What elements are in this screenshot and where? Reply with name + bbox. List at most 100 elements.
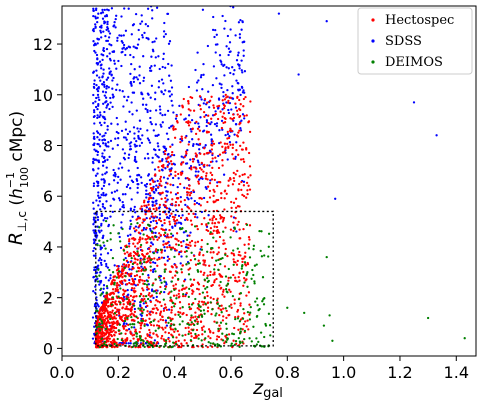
sdss-point bbox=[113, 59, 116, 62]
sdss-point bbox=[168, 126, 171, 130]
deimos-point bbox=[125, 297, 129, 301]
hectospec-point bbox=[177, 253, 181, 256]
hectospec-point bbox=[174, 174, 177, 177]
y-axis-label: R⊥,c (h−1100 cMpc) bbox=[4, 111, 31, 245]
sdss-point bbox=[146, 110, 149, 114]
sdss-point bbox=[134, 225, 138, 228]
sdss-point bbox=[179, 195, 182, 199]
hectospec-point bbox=[127, 296, 130, 299]
hectospec-point bbox=[160, 164, 164, 168]
deimos-point bbox=[219, 262, 222, 266]
deimos-point bbox=[203, 330, 207, 333]
hectospec-point bbox=[244, 320, 247, 323]
hectospec-point bbox=[150, 294, 154, 297]
hectospec-point bbox=[106, 345, 109, 349]
hectospec-point bbox=[177, 239, 180, 243]
hectospec-point bbox=[131, 318, 134, 322]
hectospec-point bbox=[166, 165, 169, 168]
sdss-point bbox=[94, 105, 98, 109]
deimos-point bbox=[215, 312, 218, 315]
hectospec-point bbox=[103, 300, 106, 303]
sdss-point bbox=[126, 132, 130, 136]
hectospec-point bbox=[206, 294, 209, 298]
deimos-point bbox=[229, 344, 233, 347]
sdss-point bbox=[92, 137, 96, 140]
sdss-point bbox=[180, 139, 184, 142]
sdss-point bbox=[105, 193, 108, 196]
hectospec-point bbox=[104, 317, 108, 320]
hectospec-point bbox=[224, 247, 227, 251]
hectospec-point bbox=[195, 167, 198, 170]
hectospec-point bbox=[168, 223, 172, 226]
sdss-point bbox=[155, 295, 158, 299]
hectospec-point bbox=[196, 127, 200, 130]
hectospec-point bbox=[190, 239, 194, 243]
deimos-point bbox=[226, 282, 230, 285]
hectospec-point bbox=[110, 345, 114, 349]
hectospec-point bbox=[154, 250, 157, 253]
hectospec-point bbox=[245, 325, 248, 328]
hectospec-point bbox=[148, 328, 151, 332]
hectospec-point bbox=[133, 333, 136, 336]
sdss-point bbox=[157, 145, 160, 148]
hectospec-point bbox=[193, 203, 196, 206]
deimos-point bbox=[115, 276, 118, 279]
sdss-point bbox=[93, 79, 96, 82]
hectospec-point bbox=[206, 274, 209, 277]
selection-box bbox=[95, 210, 274, 347]
sdss-point bbox=[202, 62, 205, 66]
sdss-point bbox=[106, 286, 109, 290]
deimos-point bbox=[174, 342, 178, 346]
sdss-point bbox=[105, 100, 108, 103]
deimos-point bbox=[154, 278, 157, 281]
hectospec-point bbox=[107, 315, 110, 318]
deimos-point bbox=[142, 308, 145, 311]
sdss-point bbox=[200, 73, 203, 77]
hectospec-point bbox=[180, 288, 184, 291]
hectospec-point bbox=[211, 166, 214, 170]
sdss-point bbox=[116, 181, 119, 184]
sdss-point bbox=[118, 199, 122, 202]
hectospec-point bbox=[149, 261, 152, 264]
hectospec-point bbox=[187, 143, 190, 146]
sdss-point bbox=[112, 25, 115, 28]
hectospec-point bbox=[170, 308, 173, 312]
sdss-point bbox=[133, 157, 137, 161]
sdss-point bbox=[103, 94, 106, 97]
sdss-point bbox=[151, 270, 155, 274]
sdss-point bbox=[121, 213, 124, 216]
hectospec-point bbox=[210, 312, 213, 316]
hectospec-point bbox=[163, 149, 167, 153]
hectospec-point bbox=[114, 289, 117, 293]
hectospec-point bbox=[234, 276, 237, 279]
sdss-point bbox=[239, 18, 242, 22]
hectospec-point bbox=[122, 263, 126, 266]
hectospec-point bbox=[184, 136, 187, 139]
hectospec-point bbox=[116, 273, 120, 276]
hectospec-point bbox=[99, 335, 103, 339]
deimos-point bbox=[111, 296, 115, 299]
hectospec-point bbox=[194, 336, 198, 339]
deimos-point bbox=[103, 340, 107, 343]
hectospec-point bbox=[198, 104, 202, 107]
hectospec-point bbox=[148, 317, 151, 320]
legend-frame bbox=[357, 7, 473, 75]
deimos-point bbox=[117, 270, 121, 273]
deimos-point bbox=[135, 332, 138, 335]
hectospec-point bbox=[247, 243, 250, 246]
deimos-point bbox=[148, 255, 151, 258]
hectospec-point bbox=[236, 96, 239, 100]
hectospec-point bbox=[159, 285, 162, 289]
deimos-point bbox=[162, 298, 165, 301]
deimos-point bbox=[229, 236, 232, 239]
hectospec-point bbox=[200, 245, 203, 249]
sdss-point bbox=[171, 104, 174, 107]
deimos-point bbox=[221, 256, 224, 260]
hectospec-point bbox=[247, 236, 251, 239]
hectospec-point bbox=[111, 288, 115, 291]
hectospec-point bbox=[181, 104, 184, 107]
hectospec-point bbox=[138, 225, 141, 228]
sdss-point bbox=[122, 105, 125, 108]
sdss-point bbox=[166, 255, 170, 258]
deimos-point bbox=[257, 340, 260, 344]
